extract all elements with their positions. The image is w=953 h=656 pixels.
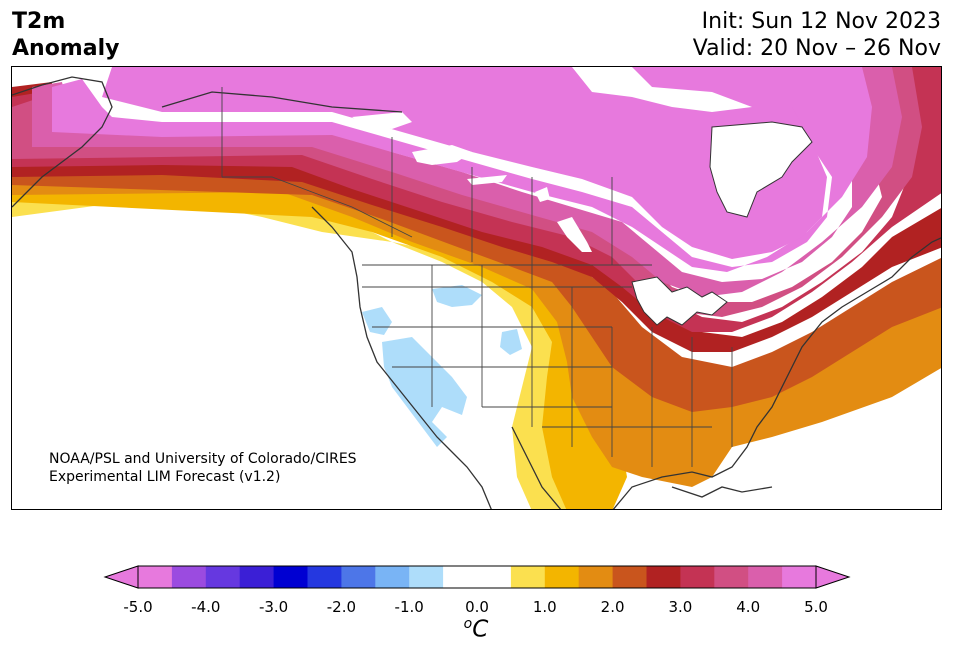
colorbar-unit: oC [464, 616, 489, 643]
colorbar-tick-label: 3.0 [668, 598, 693, 616]
colorbar [103, 565, 851, 589]
attribution-line-1: NOAA/PSL and University of Colorado/CIRE… [49, 451, 357, 467]
colorbar-cell [205, 566, 241, 588]
attribution-line-2: Experimental LIM Forecast (v1.2) [49, 469, 281, 485]
colorbar-tick-label: 2.0 [600, 598, 625, 616]
colorbar-cell [273, 566, 308, 588]
title-line-1: T2m [12, 9, 66, 34]
colorbar-cell [646, 566, 681, 588]
political-borders [221, 87, 733, 467]
arctic-lake-3 [467, 175, 507, 185]
cool-patch-southwest [382, 337, 467, 447]
colorbar-over-arrow [815, 565, 851, 589]
colorbar-cell [680, 566, 715, 588]
colorbar-cell [612, 566, 647, 588]
colorbar-cells [138, 566, 817, 588]
colorbar-cell [443, 566, 478, 588]
unit-degree: o [463, 616, 473, 632]
map-panel: NOAA/PSL and University of Colorado/CIRE… [11, 66, 942, 510]
lake-winnipeg [557, 217, 592, 252]
attribution: NOAA/PSL and University of Colorado/CIRE… [49, 450, 357, 486]
colorbar-tick-label: -5.0 [123, 598, 153, 616]
colorbar-cell [409, 566, 444, 588]
arctic-lake-2 [412, 145, 472, 165]
valid-range: Valid: 20 Nov – 26 Nov [692, 36, 941, 61]
colorbar-cell [578, 566, 614, 588]
arctic-island-gap [572, 67, 752, 112]
colorbar-cell [307, 566, 342, 588]
anomaly-band-45 [32, 67, 902, 297]
colorbar-tick-label: -4.0 [191, 598, 221, 616]
colorbar-tick-labels: -5.0 -4.0 -3.0 -2.0 -1.0 0.0 1.0 2.0 3.0 4.0 5.0 [0, 598, 953, 618]
arctic-lake-1 [352, 112, 412, 129]
colorbar-cell [138, 566, 173, 588]
anomaly-band-5 [52, 67, 872, 272]
title-line-2: Anomaly [12, 36, 120, 61]
colorbar-tick-label: 0.0 [465, 598, 489, 616]
colorbar-cell [782, 566, 817, 588]
map-title: T2m Anomaly [12, 8, 119, 62]
anomaly-map [12, 67, 941, 509]
cool-patch-northwest [432, 285, 482, 307]
colorbar-tick-label: -3.0 [258, 598, 289, 616]
colorbar-cell [544, 566, 580, 588]
init-date: Init: Sun 12 Nov 2023 [701, 9, 941, 34]
colorbar-tick-label: -2.0 [326, 598, 357, 616]
colorbar-cell [171, 566, 207, 588]
colorbar-cell [714, 566, 749, 588]
colorbar-cell [375, 566, 410, 588]
arctic-lake-4 [535, 187, 550, 202]
colorbar-tick-label: -1.0 [394, 598, 424, 616]
coastline [12, 76, 941, 509]
unit-letter: C [472, 616, 489, 643]
colorbar-frame [137, 565, 817, 589]
colorbar-cell [510, 566, 546, 588]
forecast-dates: Init: Sun 12 Nov 2023 Valid: 20 Nov – 26… [693, 8, 941, 62]
colorbar-tick-label: 5.0 [804, 598, 828, 616]
great-lakes [631, 276, 728, 326]
cool-patch-coast [362, 307, 392, 335]
anomaly-band-25 [12, 159, 941, 412]
cool-patch-central [500, 329, 522, 355]
hudson-bay [709, 121, 813, 218]
colorbar-tick-label: 1.0 [532, 598, 557, 616]
colorbar-cell [477, 566, 512, 588]
anomaly-core-north [102, 67, 827, 259]
colorbar-tick-label: 4.0 [736, 598, 761, 616]
colorbar-cell [748, 566, 783, 588]
colorbar-cell [239, 566, 275, 588]
colorbar-cell [341, 566, 376, 588]
colorbar-under-arrow [103, 565, 139, 589]
